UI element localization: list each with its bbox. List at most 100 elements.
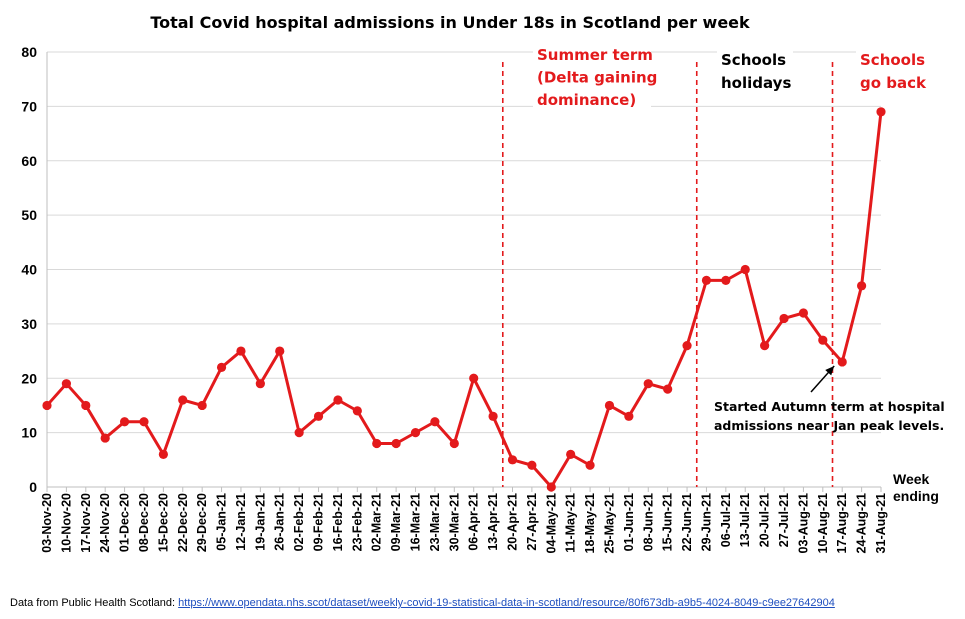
data-point-10-Nov-20 [61,379,71,389]
data-point-06-Jul-21 [721,275,731,285]
x-axis-label-line-1: Week [893,471,930,487]
data-point-03-Aug-21 [798,308,809,318]
annotation-bg-2 [717,49,793,99]
data-point-01-Jun-21 [624,411,634,421]
data-point-23-Feb-21 [352,406,362,416]
x-tick-24-Nov-20: 24-Nov-20 [98,493,112,553]
data-point-30-Mar-21 [449,438,459,449]
y-tick-0: 0 [29,479,37,495]
data-point-29-Dec-20 [197,400,207,411]
source-link[interactable]: https://www.opendata.nhs.scot/dataset/we… [178,597,835,609]
data-point-08-Jun-21 [643,379,653,389]
data-point-10-Aug-21 [818,335,828,345]
x-tick-06-Apr-21: 06-Apr-21 [467,493,481,551]
x-tick-10-Aug-21: 10-Aug-21 [816,493,830,553]
annotations: Summer term (Delta gaining dominance) Schoo… [533,44,945,433]
data-point-09-Mar-21 [391,438,401,449]
source-prefix: Data from Public Health Scotland: [10,597,179,609]
x-tick-19-Jan-21: 19-Jan-21 [253,493,267,551]
x-tick-20-Jul-21: 20-Jul-21 [758,493,772,547]
data-point-27-Jul-21 [779,313,789,324]
data-point-03-Nov-20 [42,400,52,411]
series-admissions [42,107,886,492]
x-tick-03-Aug-21: 03-Aug-21 [796,493,810,553]
x-tick-02-Mar-21: 02-Mar-21 [370,493,384,551]
data-point-31-Aug-21 [876,107,886,117]
y-tick-10: 10 [21,425,37,441]
data-point-13-Jul-21 [740,264,750,275]
x-tick-03-Nov-20: 03-Nov-20 [40,493,54,553]
x-axis-tick-marks [46,487,882,492]
data-point-19-Jan-21 [255,379,265,389]
x-tick-27-Jul-21: 27-Jul-21 [777,493,791,547]
annotation-4-line-1: Started Autumn term at hospital [714,399,945,414]
annotation-3-line-2: go back [860,74,927,92]
x-tick-22-Dec-20: 22-Dec-20 [176,493,190,552]
annotation-bg-1 [533,44,651,116]
x-tick-16-Mar-21: 16-Mar-21 [409,493,423,551]
y-tick-20: 20 [21,370,37,386]
y-tick-50: 50 [21,207,37,223]
y-tick-70: 70 [21,98,37,114]
data-point-04-May-21 [546,482,556,492]
y-tick-60: 60 [21,153,37,169]
data-point-29-Jun-21 [701,275,712,285]
x-tick-16-Feb-21: 16-Feb-21 [331,493,345,551]
y-tick-40: 40 [21,262,37,278]
y-tick-80: 80 [21,44,37,60]
y-tick-30: 30 [21,316,37,332]
data-source-note: Data from Public Health Scotland: https:… [10,597,835,609]
y-axis-tick-labels: 0 10 20 30 40 50 60 70 80 [21,44,37,495]
annotation-bg-3 [856,49,922,99]
x-axis-tick-labels: 03-Nov-20 10-Nov-20 17-Nov-20 24-Nov-20 01-D… [40,493,888,553]
x-tick-30-Mar-21: 30-Mar-21 [447,493,461,551]
data-point-20-Apr-21 [507,455,518,465]
annotation-1-line-1: Summer term [537,46,653,64]
data-point-23-Mar-21 [430,417,440,427]
x-tick-23-Mar-21: 23-Mar-21 [428,493,442,551]
data-point-16-Feb-21 [333,395,343,405]
data-point-02-Mar-21 [372,438,382,449]
data-point-26-Jan-21 [275,346,285,356]
x-tick-01-Dec-20: 01-Dec-20 [118,493,132,552]
period-dividers [501,62,834,487]
annotation-3: Schools go back [856,49,927,99]
data-point-01-Dec-20 [119,417,130,427]
data-point-18-May-21 [585,460,595,470]
x-tick-20-Apr-21: 20-Apr-21 [505,493,519,551]
data-point-25-May-21 [604,400,615,411]
x-tick-29-Jun-21: 29-Jun-21 [699,493,713,551]
data-point-15-Dec-20 [158,449,168,459]
x-tick-24-Aug-21: 24-Aug-21 [855,493,869,553]
x-tick-06-Jul-21: 06-Jul-21 [719,493,733,547]
x-tick-10-Nov-20: 10-Nov-20 [59,493,73,553]
data-point-17-Nov-20 [81,400,91,411]
x-tick-04-May-21: 04-May-21 [544,493,558,553]
chart-title: Total Covid hospital admissions in Under… [150,13,750,32]
annotation-2: Schools holidays [717,49,793,99]
data-point-13-Apr-21 [488,411,498,421]
x-tick-01-Jun-21: 01-Jun-21 [622,493,636,551]
x-tick-11-May-21: 11-May-21 [564,493,578,553]
x-tick-23-Feb-21: 23-Feb-21 [350,493,364,551]
data-point-02-Feb-21 [294,428,304,438]
annotation-4: Started Autumn term at hospital admission… [714,365,945,433]
data-point-24-Aug-21 [857,281,867,291]
x-tick-12-Jan-21: 12-Jan-21 [234,493,248,551]
x-tick-15-Dec-20: 15-Dec-20 [156,493,170,552]
x-tick-17-Nov-20: 17-Nov-20 [79,493,93,553]
x-tick-25-May-21: 25-May-21 [602,493,616,553]
data-point-15-Jun-21 [663,384,673,394]
annotation-2-line-1: Schools [721,51,786,69]
data-point-20-Jul-21 [760,341,770,351]
data-point-12-Jan-21 [236,346,246,356]
data-point-08-Dec-20 [139,417,149,427]
x-tick-26-Jan-21: 26-Jan-21 [273,493,287,551]
data-point-22-Jun-21 [682,341,692,351]
data-point-05-Jan-21 [216,362,227,372]
x-tick-05-Jan-21: 05-Jan-21 [215,493,229,551]
annotation-arrow-head [825,365,835,376]
x-tick-31-Aug-21: 31-Aug-21 [874,493,888,553]
data-point-16-Mar-21 [410,428,421,438]
